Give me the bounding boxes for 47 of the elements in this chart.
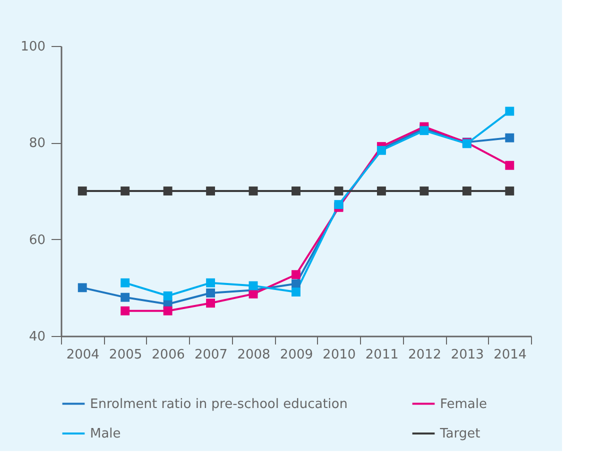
point — [505, 186, 514, 196]
point — [334, 186, 344, 196]
point — [292, 288, 300, 296]
x-tick-label: 2011 — [365, 348, 398, 362]
point — [206, 186, 216, 196]
point — [292, 279, 300, 288]
legend-label: Female — [440, 396, 488, 412]
x-tick-label: 2012 — [408, 348, 442, 362]
point — [462, 186, 472, 196]
point — [248, 289, 258, 298]
point — [78, 283, 87, 292]
point — [120, 306, 130, 316]
point — [505, 133, 514, 142]
x-tick-label: 2014 — [494, 348, 527, 362]
y-tick-label: 60 — [28, 232, 46, 248]
point — [206, 298, 216, 308]
y-tick-label: 40 — [28, 330, 46, 344]
point — [292, 270, 300, 280]
point — [292, 186, 300, 196]
y-tick-label: 80 — [28, 136, 46, 152]
legend-label: Enrolment ratio in pre-school education — [90, 396, 348, 412]
point — [78, 186, 87, 196]
point — [206, 288, 216, 298]
point — [376, 186, 386, 196]
x-tick-label: 2006 — [152, 348, 185, 362]
point — [505, 106, 514, 116]
point — [248, 186, 258, 196]
x-tick-label: 2010 — [322, 348, 356, 362]
x-tick-label: 2004 — [66, 348, 100, 362]
x-tick-label: 2007 — [194, 348, 228, 362]
x-tick-label: 2005 — [109, 348, 142, 362]
y-tick-label: 100 — [20, 40, 46, 54]
x-tick-label: 2009 — [280, 348, 314, 362]
point — [120, 186, 130, 196]
point — [163, 306, 172, 316]
point — [505, 160, 514, 170]
point — [120, 292, 130, 302]
legend-label: Male — [90, 426, 121, 442]
point — [248, 281, 258, 290]
point — [420, 186, 429, 196]
point — [120, 278, 130, 288]
x-tick-label: 2013 — [450, 348, 484, 362]
legend-label: Target — [439, 426, 480, 442]
x-tick-label: 2008 — [237, 348, 270, 362]
point — [163, 291, 172, 300]
point — [206, 278, 216, 288]
point — [163, 186, 172, 196]
